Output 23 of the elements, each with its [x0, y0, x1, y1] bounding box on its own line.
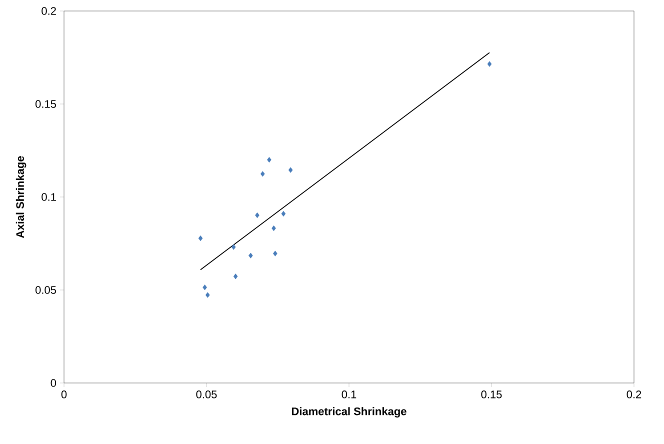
point	[205, 292, 210, 298]
point	[288, 167, 293, 173]
point	[273, 250, 278, 256]
point	[260, 171, 265, 177]
y-tick-label: 0.05	[35, 286, 56, 294]
point	[202, 284, 207, 290]
point	[233, 274, 238, 280]
x-tick-label: 0	[61, 390, 67, 398]
point	[487, 61, 492, 67]
x-tick-label: 0.15	[481, 390, 502, 398]
y-tick-label: 0.1	[42, 193, 56, 201]
x-tick-label: 0.05	[196, 390, 217, 398]
point	[281, 210, 286, 217]
point	[198, 235, 203, 242]
x-tick-label: 0.2	[626, 390, 642, 398]
point	[248, 252, 253, 258]
point	[231, 244, 236, 250]
y-axis-title: Axial Shrinkage	[16, 156, 26, 238]
x-axis-title: Diametrical Shrinkage	[292, 407, 406, 418]
y-tick-label: 0.15	[35, 100, 56, 108]
x-tick-label: 0.1	[342, 390, 356, 398]
y-tick-label: 0	[50, 379, 56, 387]
y-tick-label: 0.2	[42, 7, 56, 15]
